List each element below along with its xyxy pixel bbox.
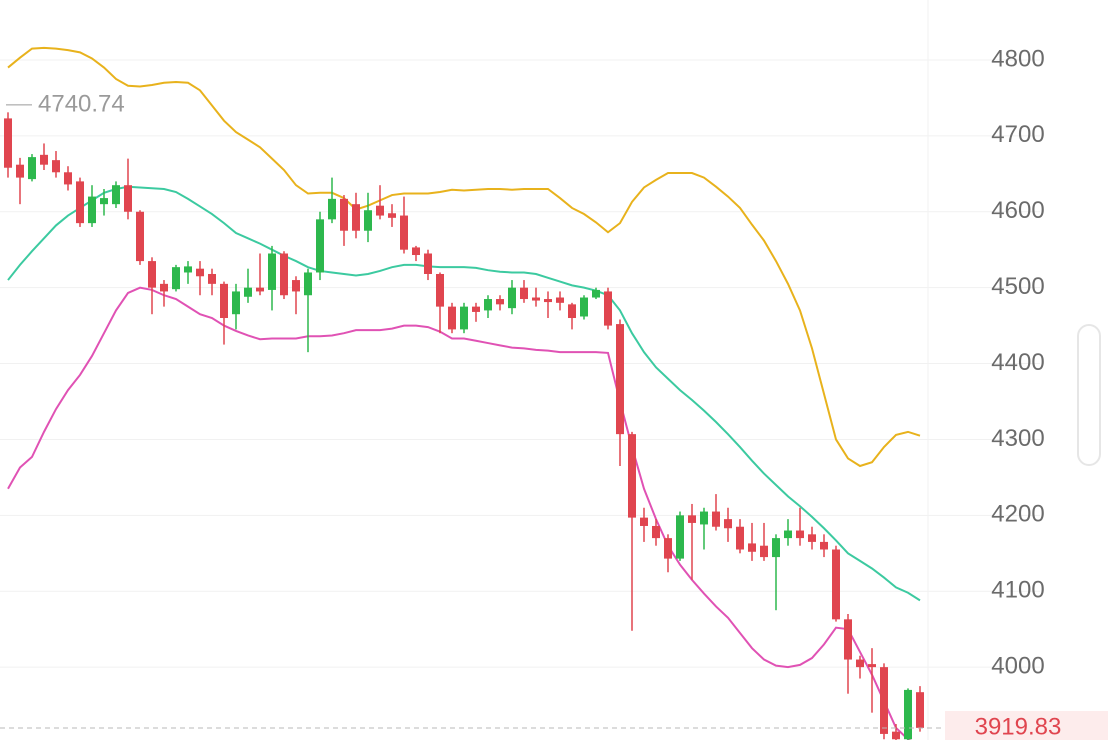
candle-body — [760, 545, 768, 558]
candle-body — [868, 664, 876, 668]
high-marker-label: 4740.74 — [38, 90, 125, 117]
last-price-badge — [945, 710, 1108, 740]
candle-body — [916, 692, 924, 728]
band-line — [7, 286, 912, 740]
candle-body — [556, 297, 564, 303]
candle-body — [256, 287, 264, 292]
candle-body — [664, 538, 672, 559]
candle-body — [748, 543, 756, 552]
candle-body — [508, 287, 516, 309]
candle-body — [904, 689, 912, 740]
candle-body — [268, 253, 276, 290]
candle-body — [328, 198, 336, 220]
candle-body — [64, 172, 72, 185]
candle-body — [40, 154, 48, 165]
candle-body — [4, 118, 12, 168]
candle-body — [28, 157, 36, 180]
candle-body — [688, 515, 696, 523]
y-tick-label: 4700 — [991, 121, 1044, 148]
y-tick-label: 4400 — [991, 349, 1044, 376]
candle-body — [496, 299, 504, 305]
candle-body — [520, 287, 528, 300]
candle-body — [88, 196, 96, 224]
candle-body — [652, 525, 660, 539]
candle-body — [448, 306, 456, 330]
candle-body — [844, 619, 852, 660]
candle-body — [352, 204, 360, 231]
band-line — [7, 185, 921, 602]
candle-body — [700, 511, 708, 525]
candle-body — [808, 534, 816, 542]
candle-body — [292, 280, 300, 292]
candle-body — [796, 530, 804, 539]
candle-body — [412, 247, 420, 256]
candle-body — [592, 289, 600, 298]
last-price-label: 3919.83 — [975, 713, 1062, 740]
candle-body — [124, 185, 132, 212]
candle-body — [784, 530, 792, 539]
candle-body — [280, 253, 288, 296]
candle-body — [52, 160, 60, 173]
candle-body — [16, 164, 24, 178]
candle-body — [436, 273, 444, 307]
candle-body — [196, 268, 204, 277]
candle-body — [820, 541, 828, 550]
candle-body — [244, 287, 252, 297]
candle-body — [712, 511, 720, 527]
y-tick-label: 4600 — [991, 197, 1044, 224]
y-tick-label: 4200 — [991, 501, 1044, 528]
y-tick-label: 4000 — [991, 652, 1044, 679]
band-line — [7, 46, 921, 468]
candle-body — [232, 291, 240, 315]
candle-body — [856, 659, 864, 668]
candle-body — [676, 515, 684, 559]
candle-body — [112, 185, 120, 205]
candle-body — [532, 297, 540, 301]
candle-body — [724, 519, 732, 529]
candle-body — [376, 205, 384, 216]
candle-body — [400, 215, 408, 250]
candle-body — [388, 213, 396, 218]
candle-body — [148, 261, 156, 288]
candle-body — [184, 266, 192, 273]
candle-body — [472, 306, 480, 312]
candle-body — [220, 283, 228, 319]
candle-body — [304, 272, 312, 296]
candle-body — [772, 538, 780, 558]
candle-body — [604, 291, 612, 326]
y-tick-label: 4300 — [991, 425, 1044, 452]
candle-body — [208, 273, 216, 284]
candle-body — [628, 434, 636, 518]
candle-body — [640, 517, 648, 526]
y-tick-label: 4800 — [991, 45, 1044, 72]
candle-body — [424, 253, 432, 274]
candle-body — [544, 299, 552, 303]
candle-body — [568, 304, 576, 319]
candle-body — [340, 198, 348, 231]
candle-body — [76, 181, 84, 224]
candle-body — [172, 267, 180, 290]
candle-body — [736, 526, 744, 550]
candle-body — [880, 667, 888, 734]
y-tick-label: 4100 — [991, 577, 1044, 604]
candle-body — [316, 219, 324, 273]
candle-body — [892, 731, 900, 740]
y-tick-label: 4500 — [991, 273, 1044, 300]
candle-body — [484, 299, 492, 311]
candle-body — [100, 198, 108, 205]
candle-body — [616, 324, 624, 435]
candle-body — [136, 211, 144, 262]
candle-body — [832, 549, 840, 620]
candle-body — [364, 210, 372, 231]
scrollbar[interactable] — [1077, 324, 1101, 466]
candle-body — [460, 306, 468, 330]
candle-body — [580, 297, 588, 317]
candle-body — [160, 283, 168, 292]
